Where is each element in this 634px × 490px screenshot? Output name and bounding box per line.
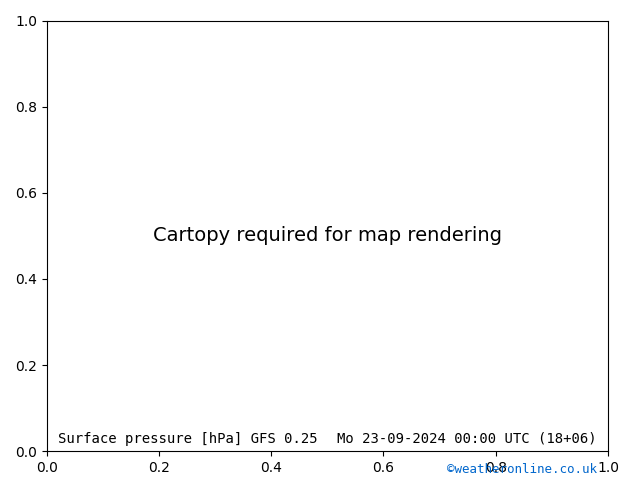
Text: Cartopy required for map rendering: Cartopy required for map rendering [153,226,502,245]
Text: Surface pressure [hPa] GFS 0.25: Surface pressure [hPa] GFS 0.25 [58,432,318,446]
Text: ©weatheronline.co.uk: ©weatheronline.co.uk [447,463,597,476]
Text: Mo 23-09-2024 00:00 UTC (18+06): Mo 23-09-2024 00:00 UTC (18+06) [337,432,597,446]
